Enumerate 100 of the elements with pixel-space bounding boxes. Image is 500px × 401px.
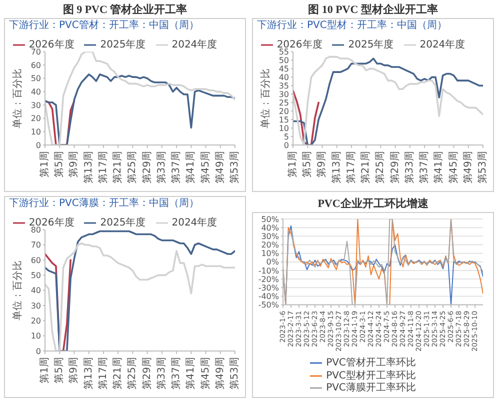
x-tick-label: 第25周 [126,357,138,390]
y-tick-label: -10% [258,266,280,276]
y-tick-label: 40% [261,223,280,232]
y-tick-label: 30 [278,90,289,99]
chart-subtitle: 下游行业：PVC薄膜：开工率：中国（周） [8,197,200,211]
y-axis-title: 单位：百分比 [12,260,24,320]
y-tick-label: -30% [258,283,280,292]
legend-label: 2025年度 [100,40,146,51]
x-tick-label: 第45周 [447,151,460,184]
y-axis-title: 单位：百分比 [260,68,272,128]
y-tick-label: 50% [261,214,280,224]
line-series [293,90,320,145]
x-tick-label: 第13周 [82,357,94,390]
x-tick-label: 第13周 [330,151,342,184]
legend-label: 2025年度 [348,40,394,51]
y-tick-label: 20 [30,114,41,124]
x-tick-label: 第21周 [112,151,124,184]
y-tick-label: 40 [30,88,41,97]
y-tick-label: 45 [278,64,289,74]
x-tick-label: 第25周 [374,151,386,184]
x-tick-label: 第5周 [53,151,66,178]
x-tick-label: 第9周 [68,357,80,384]
x-tick-label: 第41周 [184,151,197,184]
x-tick-label: 第37周 [170,151,182,184]
chart-title: 图 9 PVC 管材企业开工率 [62,2,188,18]
y-tick-label: -50% [258,300,280,310]
chart-title: PVC企业开工环比增速 [316,196,430,212]
chart-subtitle: 下游行业：PVC型材：开工率：中国（周） [256,19,448,33]
x-tick-label: 第29周 [140,151,153,184]
y-tick-label: 25 [278,98,289,108]
y-tick-label: 30 [30,100,41,110]
y-tick-label: 70 [30,240,41,250]
y-tick-label: 0 [36,346,41,356]
y-tick-label: 50 [30,271,41,280]
x-tick-label: 第21周 [360,151,372,184]
y-tick-label: 40 [278,73,289,82]
x-tick-label: 第45周 [199,357,212,390]
x-tick-label: 第29周 [140,357,153,390]
x-tick-label: 第5周 [53,357,66,384]
x-tick-label: 第49周 [462,151,474,184]
x-tick-label: 第41周 [184,357,197,390]
legend-label: PVC型材开工率环比 [326,370,416,382]
y-tick-label: 60 [30,256,41,265]
x-tick-label: 第1周 [38,151,50,178]
legend-label: 2024年度 [420,40,466,51]
y-tick-label: 0 [284,140,289,150]
y-tick-label: 10 [30,128,41,137]
x-tick-label: 第17周 [96,151,109,184]
x-tick-label: 第49周 [214,151,226,184]
legend-label: PVC管材开工率环比 [326,358,416,369]
legend-label: 2024年度 [172,40,218,51]
y-tick-label: 80 [30,226,41,235]
y-tick-label: 40 [30,286,41,296]
y-tick-label: 30% [261,232,280,241]
y-tick-label: 15 [278,115,289,124]
x-tick-label: 第1周 [38,357,50,384]
y-tick-label: 35 [278,81,289,90]
x-tick-label: 第21周 [112,357,124,390]
x-tick-label: 第53周 [228,151,240,184]
y-tick-label: 20 [30,316,41,326]
y-tick-label: 55 [278,48,289,57]
x-tick-label: 第13周 [82,151,94,184]
x-tick-label: 第17周 [96,357,109,390]
chart-subtitle: 下游行业：PVC管材：开工率：中国（周） [8,19,200,33]
x-tick-label: 第53周 [476,151,488,184]
y-axis-title: 单位：百分比 [12,68,24,128]
y-tick-label: 10% [261,249,280,258]
y-tick-label: 50 [30,74,41,84]
legend-label: 2025年度 [100,218,146,229]
y-tick-label: 60 [30,60,41,70]
x-tick-label: 第49周 [214,357,226,390]
y-tick-label: 30 [30,301,41,310]
y-tick-label: 70 [30,48,41,57]
y-tick-label: 5 [284,132,289,142]
x-tick-label: 第25周 [126,151,138,184]
x-tick-label: 第33周 [155,151,168,184]
x-tick-label: 第45周 [199,151,212,184]
y-tick-label: 20 [278,106,289,116]
y-tick-label: 0% [266,258,280,267]
y-tick-label: -20% [258,274,280,284]
x-tick-label: 第29周 [388,151,401,184]
x-tick-label: 第53周 [228,357,240,390]
line-series [45,52,235,145]
x-tick-label: 第1周 [286,151,298,178]
x-tick-label: 第33周 [403,151,416,184]
legend-label: PVC薄膜开工率环比 [326,383,416,394]
y-tick-label: 10 [30,332,41,341]
y-tick-label: 10 [278,124,289,133]
x-tick-label: 第33周 [155,357,168,390]
x-tick-label: 第9周 [68,151,80,178]
x-tick-label: 第17周 [344,151,357,184]
y-tick-label: -40% [258,292,280,302]
x-tick-label: 第37周 [170,357,182,390]
x-tick-label: 第5周 [301,151,314,178]
y-tick-label: 20% [261,240,280,250]
y-tick-label: 50 [278,56,289,66]
y-tick-label: 0 [36,140,41,150]
x-tick-label: 第41周 [432,151,445,184]
legend-label: 2024年度 [172,218,218,229]
x-tick-label: 第37周 [418,151,430,184]
